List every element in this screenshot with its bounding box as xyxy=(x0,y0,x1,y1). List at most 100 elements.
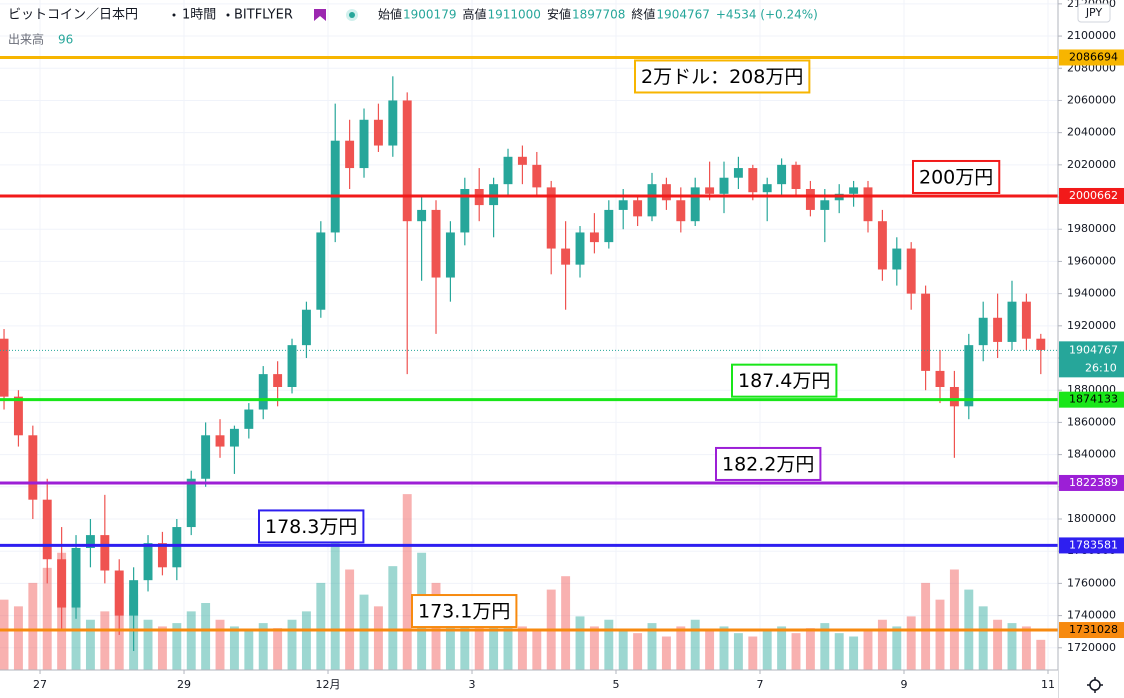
candle-body xyxy=(301,309,311,346)
level-tag xyxy=(1059,391,1124,408)
ohlc-value: 1904767 xyxy=(656,8,709,22)
candle-body xyxy=(273,374,283,387)
volume-bar xyxy=(604,619,614,670)
candle-body xyxy=(618,200,628,210)
time-axis-bg xyxy=(0,670,1058,698)
last-price-value: 1904767 xyxy=(1069,343,1118,356)
volume-bar xyxy=(618,629,628,670)
candle-body xyxy=(402,100,412,222)
volume-bar xyxy=(719,626,729,670)
annotation: 200万円 xyxy=(919,166,993,188)
y-tick-label: 1980000 xyxy=(1067,222,1116,235)
y-tick-label: 1840000 xyxy=(1067,448,1116,461)
gear-teeth xyxy=(1087,677,1103,693)
plot-area: 2万ドル：208万円 200万円 187.4万円 182.2万円 178.3万円 173.… xyxy=(0,0,1058,670)
y-tick-label: 2100000 xyxy=(1067,29,1116,42)
annotation-box xyxy=(634,59,811,94)
candle-body xyxy=(589,232,599,243)
volume-bar xyxy=(906,616,916,670)
ohlc-value: 1900179 xyxy=(403,8,456,22)
volume-bar xyxy=(849,636,859,670)
candle-body xyxy=(849,187,859,194)
volume-bar xyxy=(388,566,398,670)
annotation: 187.4万円 xyxy=(738,370,830,392)
x-tick-label: 12月 xyxy=(316,678,341,691)
candle-body xyxy=(993,317,1003,342)
y-tick-label: 2060000 xyxy=(1067,93,1116,106)
volume-bar xyxy=(892,626,902,670)
level-tag xyxy=(1059,474,1124,491)
legend-header: ビットコイン／日本円 1時間 BITFLYER 出来高 96 始値 1900179… xyxy=(8,7,818,47)
candle-body xyxy=(215,435,225,447)
x-tick-label: 5 xyxy=(613,678,620,691)
candle-body xyxy=(633,200,643,217)
volume-bar xyxy=(85,619,95,670)
volume-bar xyxy=(834,633,844,670)
volume-bar xyxy=(489,623,499,670)
candle-body xyxy=(244,409,254,429)
x-tick-label: 9 xyxy=(900,678,907,691)
candle-body xyxy=(186,478,196,528)
candle-body xyxy=(532,164,542,188)
level-tag xyxy=(1059,537,1124,554)
volume-bar xyxy=(921,582,931,670)
candle-body xyxy=(777,164,787,185)
candle-body xyxy=(114,570,124,616)
candle-body xyxy=(28,435,38,500)
currency-box[interactable] xyxy=(1077,3,1111,23)
volume-bar xyxy=(676,626,686,670)
volume-bar xyxy=(503,611,513,670)
candle-body xyxy=(805,188,815,210)
volume-bar xyxy=(215,619,225,670)
candle-body xyxy=(157,543,167,568)
y-tick-label: 1920000 xyxy=(1067,319,1116,332)
candle-body xyxy=(172,527,182,568)
level-tag-value: 2000662 xyxy=(1069,189,1118,202)
volume-bar xyxy=(978,606,988,670)
volume-bar xyxy=(258,623,268,670)
volume-bar xyxy=(589,626,599,670)
volume-bar xyxy=(935,599,945,670)
volume-bar xyxy=(373,606,383,670)
volume-bar xyxy=(762,629,772,670)
candle-body xyxy=(935,370,945,387)
volume-bar xyxy=(345,569,355,670)
x-tick-label: 11 xyxy=(1041,678,1055,691)
candle-body xyxy=(460,188,470,233)
x-tick-label: 27 xyxy=(33,678,47,691)
candle-body xyxy=(1036,338,1046,350)
candle-body xyxy=(0,338,9,397)
level-tag-value: 1731028 xyxy=(1069,623,1118,636)
candle-body xyxy=(1021,301,1031,339)
candle-body xyxy=(129,580,139,616)
x-tick-label: 7 xyxy=(757,678,764,691)
interval: 1時間 xyxy=(182,8,216,23)
volume-bar xyxy=(820,623,830,670)
candle-body xyxy=(604,209,614,243)
y-tick-label: 1740000 xyxy=(1067,609,1116,622)
exchange: BITFLYER xyxy=(234,8,293,23)
volume-bar xyxy=(157,626,167,670)
separator xyxy=(172,13,176,17)
ohlc-label: 終値 xyxy=(631,7,655,22)
candle-body xyxy=(388,100,398,146)
last-price-tag xyxy=(1059,341,1124,378)
level-tag xyxy=(1059,187,1124,204)
candle-body xyxy=(791,164,801,189)
settings-icon[interactable] xyxy=(1087,677,1103,693)
flag-icon[interactable] xyxy=(314,9,326,21)
volume-bar xyxy=(1007,623,1017,670)
volume-bar xyxy=(229,626,239,670)
candle-body xyxy=(431,209,441,278)
candle-body xyxy=(143,543,153,581)
candle-body xyxy=(316,232,326,310)
candle-body xyxy=(719,177,729,194)
volume-bar xyxy=(993,619,1003,670)
candle-body xyxy=(921,293,931,371)
volume-value: 96 xyxy=(58,33,73,47)
level-tag xyxy=(1059,49,1124,66)
ohlc-value: 1897708 xyxy=(572,8,625,22)
change: +4534 (+0.24%) xyxy=(716,8,818,22)
volume-bar xyxy=(28,582,38,670)
